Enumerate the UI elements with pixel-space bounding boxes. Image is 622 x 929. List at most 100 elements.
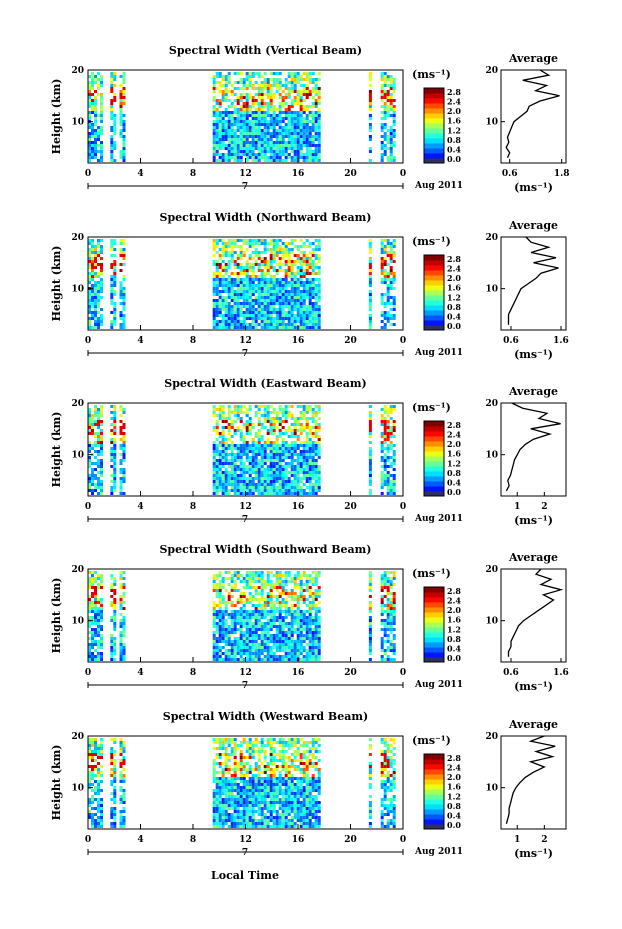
heat-cell	[305, 631, 309, 634]
heat-cell	[275, 637, 279, 640]
heat-cell	[110, 453, 114, 456]
heat-cell	[287, 308, 291, 311]
heat-cell	[122, 625, 126, 628]
heat-cell	[275, 302, 279, 305]
heat-cell	[251, 278, 255, 281]
heat-cell	[233, 616, 237, 619]
heat-cell	[275, 486, 279, 489]
heat-cell	[317, 477, 321, 480]
heat-cell	[248, 287, 252, 290]
heat-cell	[296, 266, 300, 269]
heat-cell	[314, 156, 318, 159]
heat-cell	[257, 438, 261, 441]
heat-cell	[305, 465, 309, 468]
heat-cell	[221, 420, 225, 423]
heat-cell	[383, 108, 387, 111]
heat-cell	[257, 610, 261, 613]
heat-cell	[311, 281, 315, 284]
heat-cell	[302, 655, 306, 658]
heat-cell	[263, 278, 267, 281]
heat-cell	[293, 441, 297, 444]
heat-cell	[233, 471, 237, 474]
heat-cell	[224, 456, 228, 459]
heat-cell	[233, 637, 237, 640]
heat-cell	[311, 287, 315, 290]
heat-cell	[91, 423, 94, 426]
heat-cell	[281, 589, 285, 592]
heat-cell	[296, 111, 300, 114]
heat-cell	[94, 444, 97, 447]
heat-cell	[287, 643, 291, 646]
heat-cell	[230, 601, 234, 604]
heat-cell	[368, 423, 372, 426]
heat-cell	[389, 138, 393, 141]
heat-cell	[260, 141, 264, 144]
heat-cell	[251, 272, 255, 275]
heat-cell	[257, 408, 261, 411]
heat-cell	[383, 135, 387, 138]
heat-cell	[239, 105, 243, 108]
heat-cell	[314, 462, 318, 465]
heat-cell	[284, 87, 288, 90]
heat-cell	[233, 132, 237, 135]
heat-cell	[100, 257, 103, 260]
heat-cell	[275, 311, 279, 314]
heat-cell	[97, 245, 100, 248]
heat-cell	[293, 580, 297, 583]
heat-cell	[245, 640, 249, 643]
heat-cell	[215, 486, 219, 489]
heat-cell	[224, 622, 228, 625]
heat-cell	[236, 284, 240, 287]
heat-cell	[254, 275, 258, 278]
heat-cell	[308, 643, 312, 646]
heat-cell	[263, 156, 267, 159]
heat-cell	[317, 658, 321, 661]
heat-cell	[380, 260, 384, 263]
heat-cell	[281, 601, 285, 604]
heat-cell	[392, 492, 396, 495]
heat-cell	[257, 471, 261, 474]
heat-cell	[290, 604, 294, 607]
heat-cell	[97, 613, 100, 616]
heat-cell	[290, 320, 294, 323]
heat-cell	[212, 471, 216, 474]
heat-cell	[218, 583, 222, 586]
heat-cell	[317, 649, 321, 652]
heat-cell	[254, 159, 258, 162]
heat-cell	[88, 577, 91, 580]
heat-cell	[290, 111, 294, 114]
heat-cell	[122, 78, 126, 81]
heat-cell	[380, 272, 384, 275]
heat-cell	[290, 72, 294, 75]
heat-cell	[380, 414, 384, 417]
x-tick-label: 16	[292, 169, 305, 179]
heat-cell	[224, 619, 228, 622]
heat-cell	[287, 625, 291, 628]
heat-cell	[88, 144, 91, 147]
heat-cell	[239, 456, 243, 459]
heat-cell	[94, 489, 97, 492]
heat-cell	[293, 586, 297, 589]
heat-cell	[368, 314, 372, 317]
heat-cell	[97, 326, 100, 329]
heat-cell	[305, 93, 309, 96]
heat-cell	[233, 646, 237, 649]
heat-cell	[251, 640, 255, 643]
heat-cell	[254, 643, 258, 646]
heat-cell	[290, 144, 294, 147]
heat-cell	[119, 601, 123, 604]
heat-cell	[368, 595, 372, 598]
heat-cell	[269, 126, 273, 129]
heat-cell	[242, 646, 246, 649]
heat-cell	[389, 141, 393, 144]
heat-cell	[97, 132, 100, 135]
heat-cell	[100, 405, 103, 408]
heat-cell	[236, 589, 240, 592]
heat-cell	[110, 99, 114, 102]
heat-cell	[296, 622, 300, 625]
heat-cell	[113, 408, 117, 411]
heat-cell	[97, 159, 100, 162]
heat-cell	[272, 284, 276, 287]
heat-cell	[254, 138, 258, 141]
heat-cell	[251, 314, 255, 317]
